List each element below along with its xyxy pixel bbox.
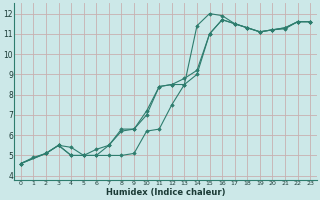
X-axis label: Humidex (Indice chaleur): Humidex (Indice chaleur): [106, 188, 225, 197]
